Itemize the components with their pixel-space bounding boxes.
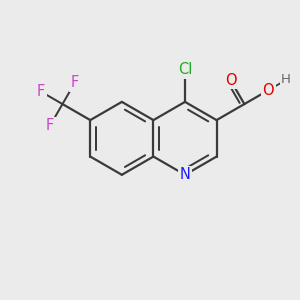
Text: H: H [281,74,291,86]
Text: N: N [180,167,190,182]
Text: F: F [37,84,45,99]
Text: O: O [225,73,236,88]
Text: O: O [262,83,274,98]
Text: F: F [46,118,54,133]
Text: Cl: Cl [178,62,192,77]
Text: F: F [71,75,79,90]
